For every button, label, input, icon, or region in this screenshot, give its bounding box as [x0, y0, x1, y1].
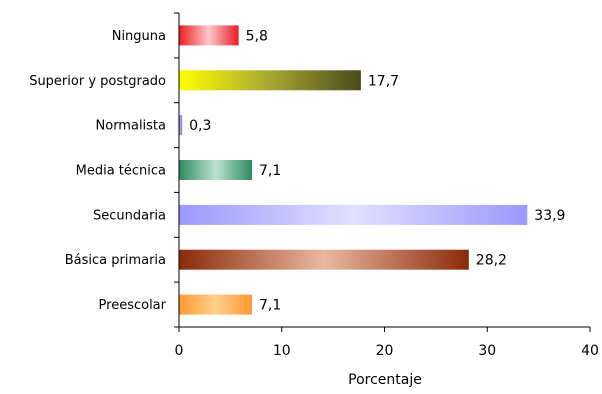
value-label-1: 17,7: [368, 73, 399, 89]
x-axis-title: Porcentaje: [348, 372, 422, 388]
bar-4: [179, 204, 528, 225]
category-label-2: Normalista: [96, 119, 166, 134]
value-label-4: 33,9: [534, 208, 565, 224]
x-tick-label-4: 40: [581, 343, 599, 359]
category-label-1: Superior y postgrado: [29, 74, 166, 89]
axis-layer: Ninguna 5,8 Superior y postgrado 17,7 Normal…: [29, 12, 599, 359]
value-label-2: 0,3: [189, 118, 211, 134]
category-label-3: Media técnica: [76, 164, 166, 179]
category-label-5: Básica primaria: [65, 253, 166, 268]
category-label-6: Preescolar: [99, 298, 167, 313]
x-tick-label-1: 10: [273, 343, 291, 359]
category-label-4: Secundaria: [93, 208, 166, 223]
bar-1: [179, 70, 361, 91]
x-tick-label-3: 30: [478, 343, 496, 359]
category-label-0: Ninguna: [112, 29, 166, 44]
bars-layer: [179, 25, 528, 315]
bar-5: [179, 249, 469, 270]
bar-2: [179, 115, 183, 136]
value-label-6: 7,1: [259, 298, 281, 314]
bar-6: [179, 294, 252, 315]
x-tick-label-2: 20: [376, 343, 394, 359]
value-label-0: 5,8: [246, 28, 268, 44]
bar-3: [179, 160, 252, 180]
bar-0: [179, 25, 239, 46]
x-tick-label-0: 0: [175, 343, 184, 359]
value-label-5: 28,2: [476, 253, 507, 269]
value-label-3: 7,1: [259, 163, 281, 179]
